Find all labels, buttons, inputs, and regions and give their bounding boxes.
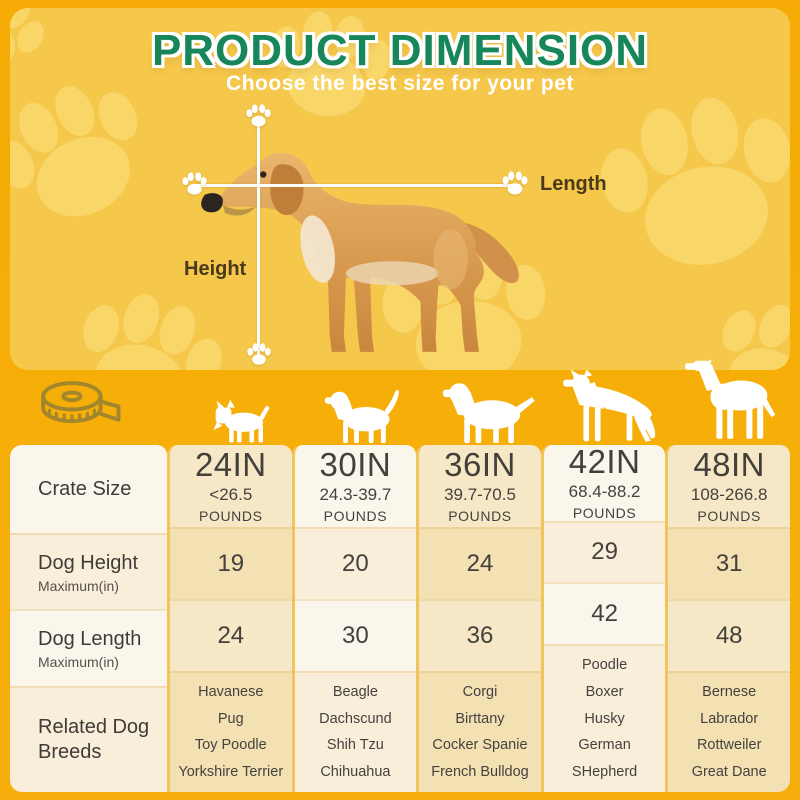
dog-height-cell: 31 xyxy=(668,527,790,599)
dog-height-row-label: Dog Height Maximum(in) xyxy=(10,533,167,609)
row-label-column: Crate Size Dog Height Maximum(in) Dog Le… xyxy=(10,445,167,792)
crate-size-cell: 48IN 108-266.8 POUNDS xyxy=(668,445,790,528)
related-breeds-row-label: Related Dog Breeds xyxy=(10,686,167,792)
labrador-silhouette-icon xyxy=(442,383,535,443)
crate-size-cell: 42IN 68.4-88.2 POUNDS xyxy=(543,445,666,521)
dog-eye xyxy=(260,171,267,178)
column-42in: 42IN 68.4-88.2 POUNDS 29 42 Poodle Boxer… xyxy=(540,445,666,792)
length-label: Length xyxy=(540,173,607,195)
dog-nose xyxy=(201,193,223,213)
measuring-tape-icon xyxy=(41,381,121,424)
german-shepherd-silhouette-icon xyxy=(563,369,656,442)
top-panel: PRODUCT DIMENSION Choose the best size f… xyxy=(10,8,790,370)
length-measure-line xyxy=(194,184,516,187)
paw-marker-bottom-icon xyxy=(246,342,272,368)
page-title: PRODUCT DIMENSION xyxy=(151,26,649,75)
dog-height-cell: 24 xyxy=(419,527,541,599)
dog-length-row-label: Dog Length Maximum(in) xyxy=(10,609,167,686)
height-label: Height xyxy=(184,258,247,280)
dog-length-cell: 48 xyxy=(668,598,790,671)
paw-marker-top-icon xyxy=(245,103,272,130)
dog-length-cell: 42 xyxy=(543,581,666,644)
column-30in: 30IN 24.3-39.7 POUNDS 20 30 Beagle Dachs… xyxy=(291,445,417,792)
beagle-silhouette-icon xyxy=(324,389,399,443)
dog-length-cell: 30 xyxy=(294,598,417,671)
breeds-cell: Corgi Birttany Cocker Spanie French Bull… xyxy=(419,670,541,792)
dog-length-cell: 36 xyxy=(419,598,541,671)
breeds-cell: Poodle Boxer Husky German SHepherd xyxy=(543,643,666,792)
paw-marker-left-icon xyxy=(181,171,208,198)
size-table: Crate Size Dog Height Maximum(in) Dog Le… xyxy=(10,445,790,792)
dog-height-cell: 20 xyxy=(294,527,417,599)
height-measure-line xyxy=(257,118,260,356)
size-strip xyxy=(0,359,800,445)
column-36in: 36IN 39.7-70.5 POUNDS 24 36 Corgi Birtta… xyxy=(416,445,541,792)
breeds-cell: Havanese Pug Toy Poodle Yorkshire Terrie… xyxy=(170,670,292,792)
crate-size-cell: 24IN <26.5 POUNDS xyxy=(170,445,292,528)
breeds-cell: Bernese Labrador Rottweiler Great Dane xyxy=(668,670,790,792)
dog-height-cell: 29 xyxy=(543,520,666,582)
breeds-cell: Beagle Dachscund Shih Tzu Chihuahua xyxy=(294,670,417,792)
column-24in: 24IN <26.5 POUNDS 19 24 Havanese Pug Toy… xyxy=(167,445,292,792)
dog-height-cell: 19 xyxy=(170,527,292,599)
crate-size-cell: 30IN 24.3-39.7 POUNDS xyxy=(294,445,417,528)
crate-size-row-label: Crate Size xyxy=(10,445,167,533)
paw-marker-right-icon xyxy=(501,170,529,198)
great-dane-silhouette-icon xyxy=(685,359,776,439)
terrier-silhouette-icon xyxy=(213,399,270,443)
column-48in: 48IN 108-266.8 POUNDS 31 48 Bernese Labr… xyxy=(665,445,790,792)
page-subtitle: Choose the best size for your pet xyxy=(226,72,574,95)
crate-size-cell: 36IN 39.7-70.5 POUNDS xyxy=(419,445,541,528)
dog-length-cell: 24 xyxy=(170,598,292,671)
golden-retriever-photo xyxy=(201,152,519,352)
